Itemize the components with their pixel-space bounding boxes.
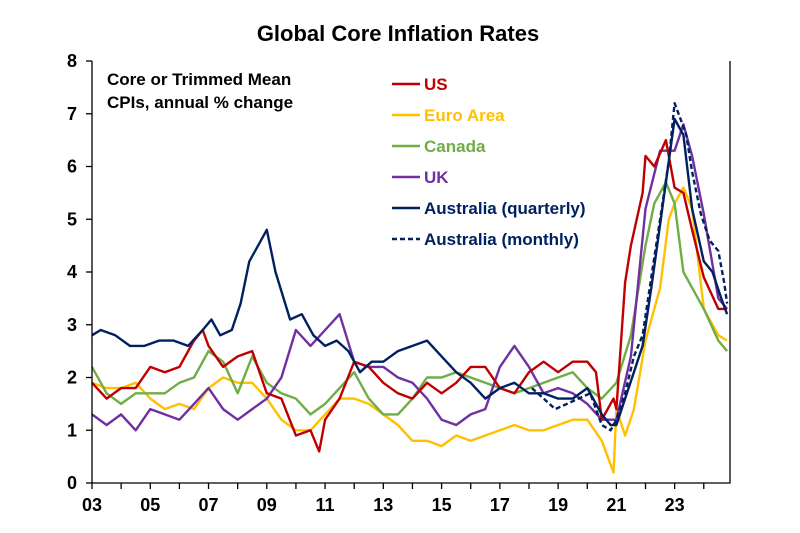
series-line-canada (90, 181, 729, 416)
series-line-australia-monthly (531, 101, 729, 432)
x-tick-label: 11 (316, 495, 335, 515)
annotation-line-2: CPIs, annual % change (107, 93, 293, 112)
x-tick-label: 17 (490, 495, 510, 515)
series-line-us (91, 138, 728, 453)
plot-area (90, 101, 729, 474)
x-tick-label: 07 (199, 495, 219, 515)
legend-label: Canada (424, 137, 486, 156)
x-tick-label: 23 (665, 495, 685, 515)
chart-title: Global Core Inflation Rates (257, 21, 539, 46)
x-tick-label: 13 (373, 495, 393, 515)
y-tick-label: 8 (67, 51, 77, 71)
y-tick-label: 7 (67, 104, 77, 124)
x-tick-label: 15 (432, 495, 452, 515)
x-tick-label: 19 (548, 495, 568, 515)
y-tick-label: 4 (67, 262, 77, 282)
y-tick-label: 2 (67, 368, 77, 388)
legend-label: US (424, 75, 448, 94)
y-tick-label: 5 (67, 209, 77, 229)
legend-label: UK (424, 168, 449, 187)
x-tick-label: 21 (606, 495, 626, 515)
axis-frame (91, 61, 731, 484)
legend-label: Euro Area (424, 106, 505, 125)
legend-label: Australia (monthly) (424, 230, 579, 249)
x-tick-label: 05 (140, 495, 160, 515)
series-line-uk (91, 123, 729, 432)
series-line-australia-quarterly (91, 117, 729, 427)
y-tick-label: 0 (67, 473, 77, 493)
x-tick-label: 09 (257, 495, 277, 515)
y-tick-label: 3 (67, 315, 77, 335)
y-tick-label: 1 (67, 420, 77, 440)
legend-label: Australia (quarterly) (424, 199, 586, 218)
annotation-line-1: Core or Trimmed Mean (107, 70, 291, 89)
legend: US Euro Area Canada UK Australia (quarterly)… (392, 75, 586, 249)
x-tick-label: 03 (82, 495, 102, 515)
y-tick-label: 6 (67, 157, 77, 177)
